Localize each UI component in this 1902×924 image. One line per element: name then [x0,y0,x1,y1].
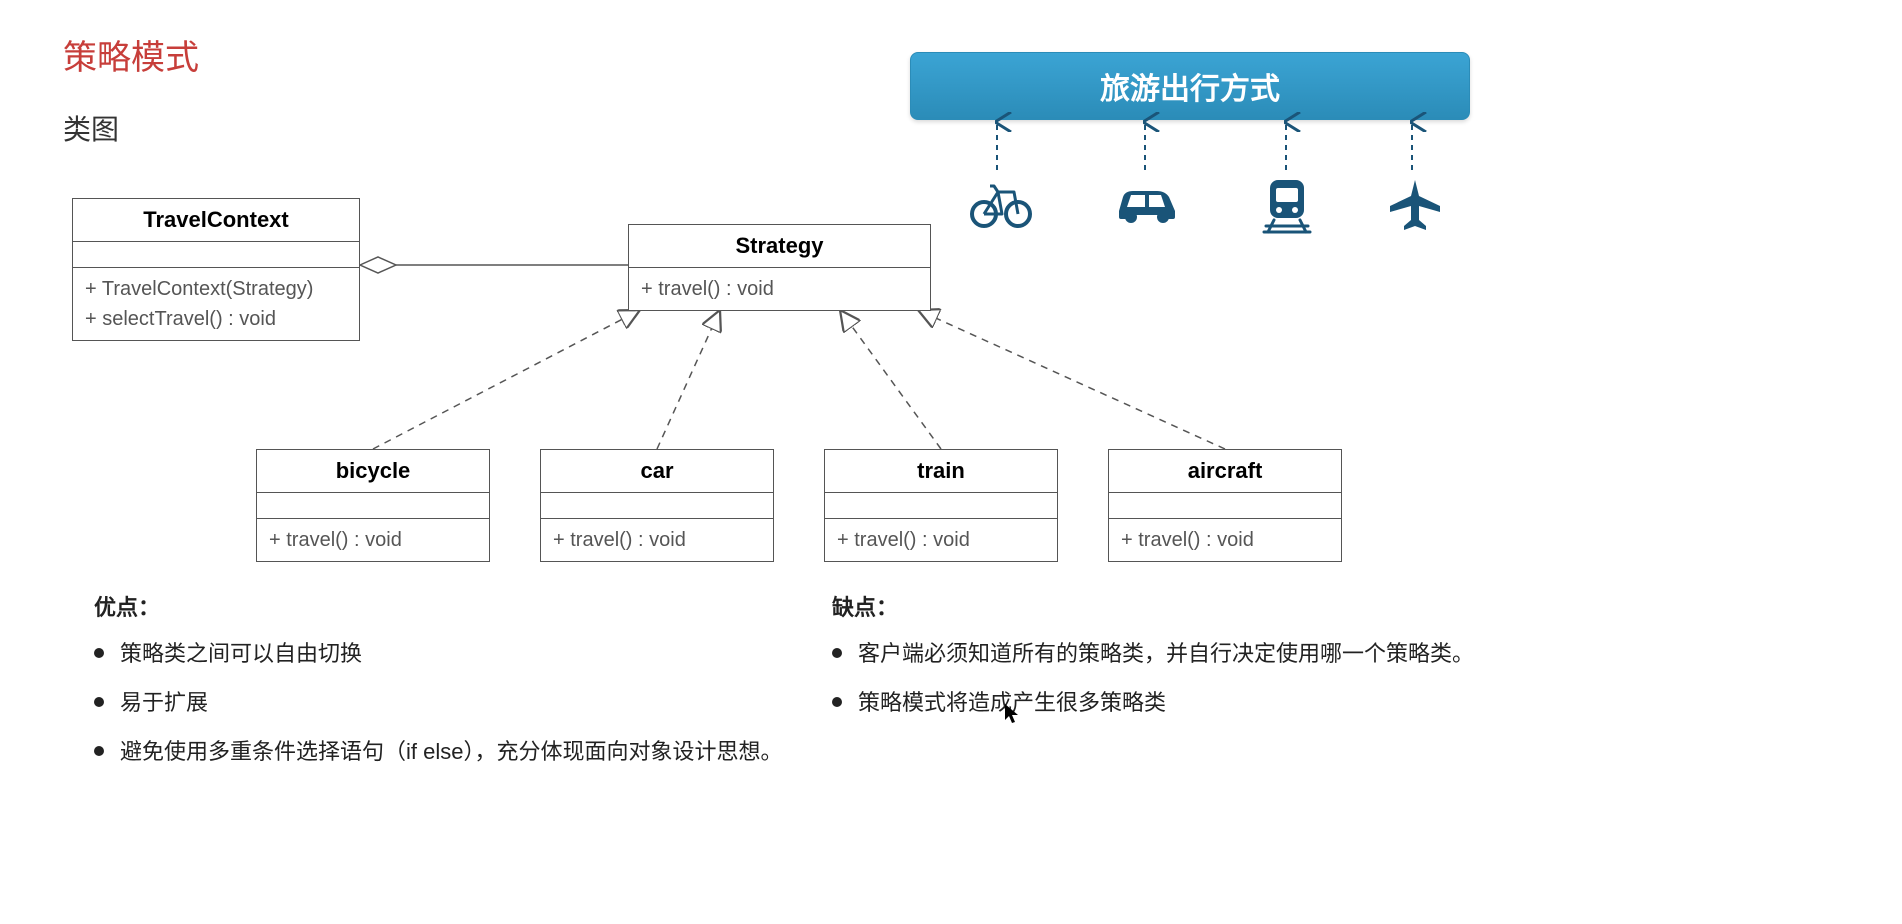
uml-methods: + travel() : void [541,519,773,561]
uml-travel-context: TravelContext + TravelContext(Strategy) … [72,198,360,341]
uml-class-name: train [825,450,1057,493]
page-title: 策略模式 [63,30,199,79]
uml-attributes [257,493,489,519]
list-item: 策略模式将造成产生很多策略类 [832,685,1552,720]
uml-method: + travel() : void [837,525,1045,555]
uml-method: + travel() : void [641,274,918,304]
uml-class-name: car [541,450,773,493]
uml-methods: + travel() : void [257,519,489,561]
cursor-icon [1005,704,1019,729]
uml-methods: + travel() : void [825,519,1057,561]
uml-bicycle: bicycle + travel() : void [256,449,490,562]
uml-train: train + travel() : void [824,449,1058,562]
page-subtitle: 类图 [63,108,119,148]
uml-class-name: aircraft [1109,450,1341,493]
travel-banner: 旅游出行方式 [910,52,1470,120]
uml-class-name: bicycle [257,450,489,493]
uml-methods: + TravelContext(Strategy) + selectTravel… [73,268,359,340]
uml-attributes [73,242,359,268]
uml-strategy: Strategy + travel() : void [628,224,931,311]
uml-class-name: TravelContext [73,199,359,242]
uml-method: + travel() : void [269,525,477,555]
uml-attributes [541,493,773,519]
airplane-icon [1386,176,1444,239]
uml-method: + travel() : void [1121,525,1329,555]
uml-methods: + travel() : void [629,268,930,310]
uml-methods: + travel() : void [1109,519,1341,561]
uml-attributes [825,493,1057,519]
train-icon [1262,178,1312,239]
uml-aircraft: aircraft + travel() : void [1108,449,1342,562]
bicycle-icon [970,180,1032,233]
cons-section: 缺点： 客户端必须知道所有的策略类，并自行决定使用哪一个策略类。 策略模式将造成… [832,590,1552,734]
uml-class-name: Strategy [629,225,930,268]
list-item: 易于扩展 [94,685,794,720]
uml-method: + selectTravel() : void [85,304,347,334]
cons-heading: 缺点： [832,590,1552,622]
uml-method: + travel() : void [553,525,761,555]
uml-car: car + travel() : void [540,449,774,562]
uml-method: + TravelContext(Strategy) [85,274,347,304]
pros-section: 优点： 策略类之间可以自由切换 易于扩展 避免使用多重条件选择语句（if els… [94,590,794,784]
car-icon [1113,183,1181,232]
list-item: 避免使用多重条件选择语句（if else），充分体现面向对象设计思想。 [94,734,794,769]
list-item: 客户端必须知道所有的策略类，并自行决定使用哪一个策略类。 [832,636,1552,671]
pros-heading: 优点： [94,590,794,622]
uml-attributes [1109,493,1341,519]
list-item: 策略类之间可以自由切换 [94,636,794,671]
